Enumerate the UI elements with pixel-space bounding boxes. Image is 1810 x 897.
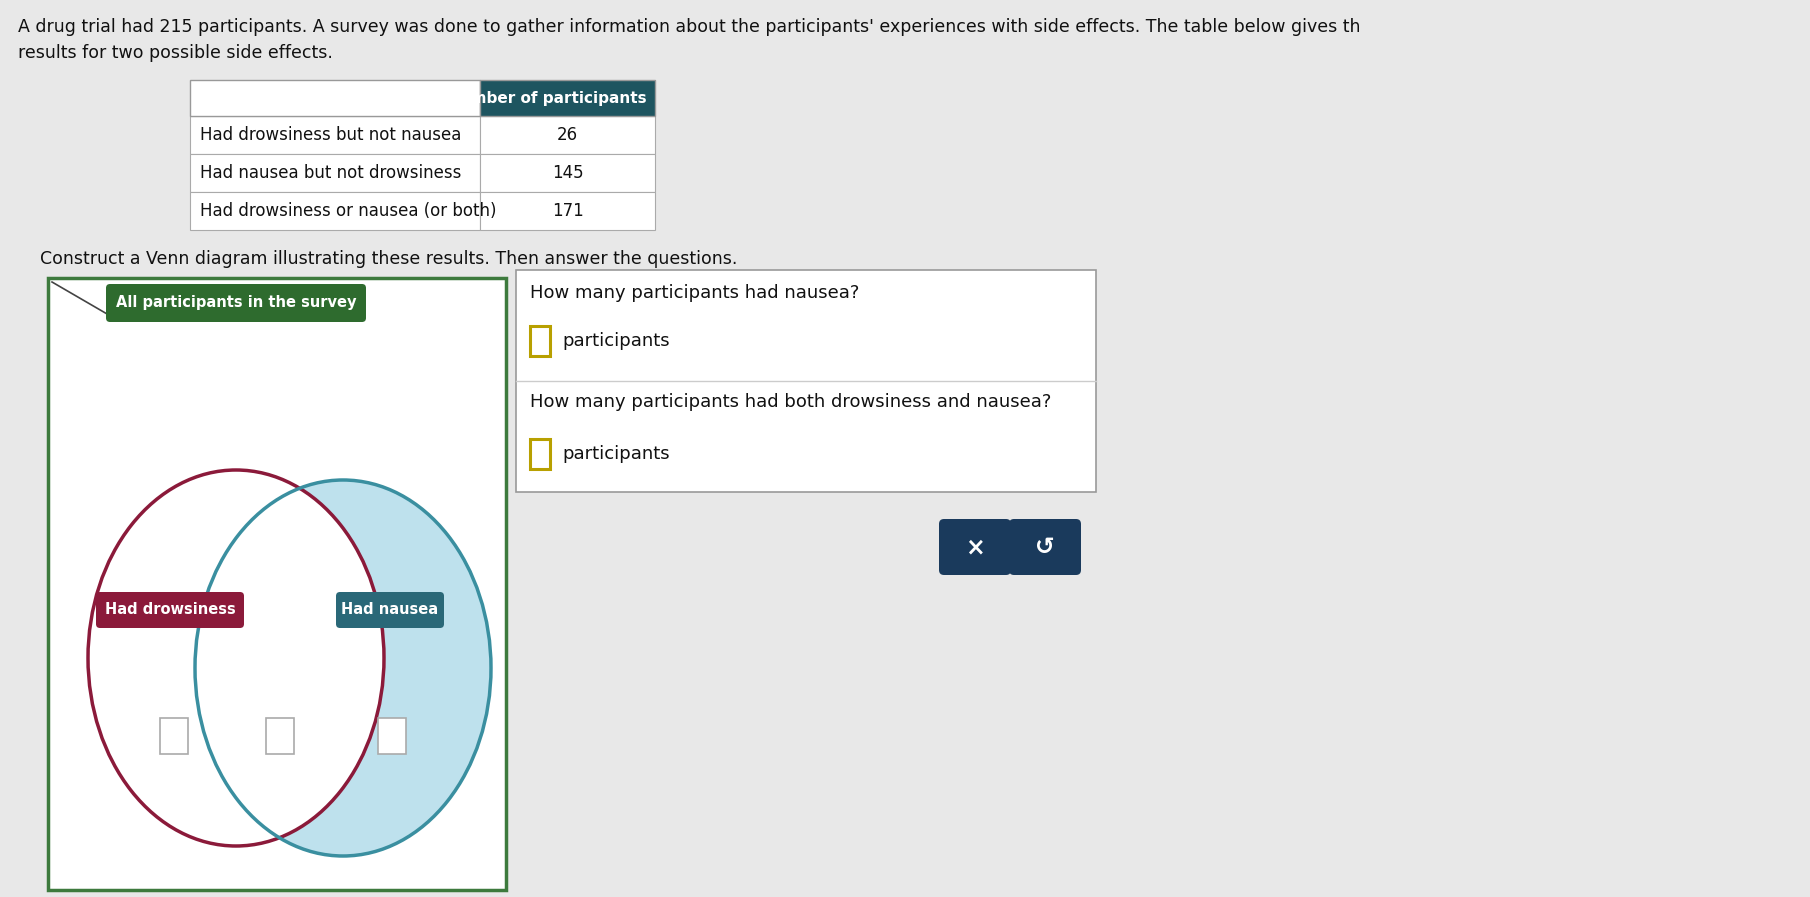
Ellipse shape: [195, 480, 491, 856]
Text: ↺: ↺: [1035, 535, 1055, 559]
FancyBboxPatch shape: [190, 80, 480, 116]
Text: A drug trial had 215 participants. A survey was done to gather information about: A drug trial had 215 participants. A sur…: [18, 18, 1361, 36]
Text: Had drowsiness but not nausea: Had drowsiness but not nausea: [199, 126, 462, 144]
Text: How many participants had nausea?: How many participants had nausea?: [530, 284, 860, 302]
FancyBboxPatch shape: [107, 284, 366, 322]
FancyBboxPatch shape: [530, 439, 550, 469]
FancyBboxPatch shape: [49, 278, 507, 890]
Text: ×: ×: [965, 535, 985, 559]
Text: 26: 26: [557, 126, 577, 144]
FancyBboxPatch shape: [480, 80, 655, 116]
FancyBboxPatch shape: [190, 154, 480, 192]
Text: Had drowsiness or nausea (or both): Had drowsiness or nausea (or both): [199, 202, 496, 220]
Text: Had nausea: Had nausea: [342, 603, 438, 617]
Text: 145: 145: [552, 164, 583, 182]
Text: participants: participants: [561, 445, 670, 463]
Text: results for two possible side effects.: results for two possible side effects.: [18, 44, 333, 62]
Text: Had nausea but not drowsiness: Had nausea but not drowsiness: [199, 164, 462, 182]
FancyBboxPatch shape: [1008, 519, 1081, 575]
FancyBboxPatch shape: [516, 270, 1097, 492]
FancyBboxPatch shape: [266, 718, 293, 754]
FancyBboxPatch shape: [378, 718, 405, 754]
Text: How many participants had both drowsiness and nausea?: How many participants had both drowsines…: [530, 393, 1052, 411]
Text: Had drowsiness: Had drowsiness: [105, 603, 235, 617]
FancyBboxPatch shape: [939, 519, 1012, 575]
Text: participants: participants: [561, 332, 670, 350]
Text: Number of participants: Number of participants: [447, 91, 646, 106]
FancyBboxPatch shape: [190, 192, 480, 230]
FancyBboxPatch shape: [96, 592, 244, 628]
Ellipse shape: [89, 470, 384, 846]
Text: Construct a Venn diagram illustrating these results. Then answer the questions.: Construct a Venn diagram illustrating th…: [40, 250, 737, 268]
FancyBboxPatch shape: [480, 116, 655, 154]
Text: 171: 171: [552, 202, 583, 220]
FancyBboxPatch shape: [480, 192, 655, 230]
FancyBboxPatch shape: [190, 116, 480, 154]
FancyBboxPatch shape: [159, 718, 188, 754]
FancyBboxPatch shape: [337, 592, 443, 628]
FancyBboxPatch shape: [480, 154, 655, 192]
FancyBboxPatch shape: [530, 326, 550, 356]
Text: All participants in the survey: All participants in the survey: [116, 295, 357, 310]
